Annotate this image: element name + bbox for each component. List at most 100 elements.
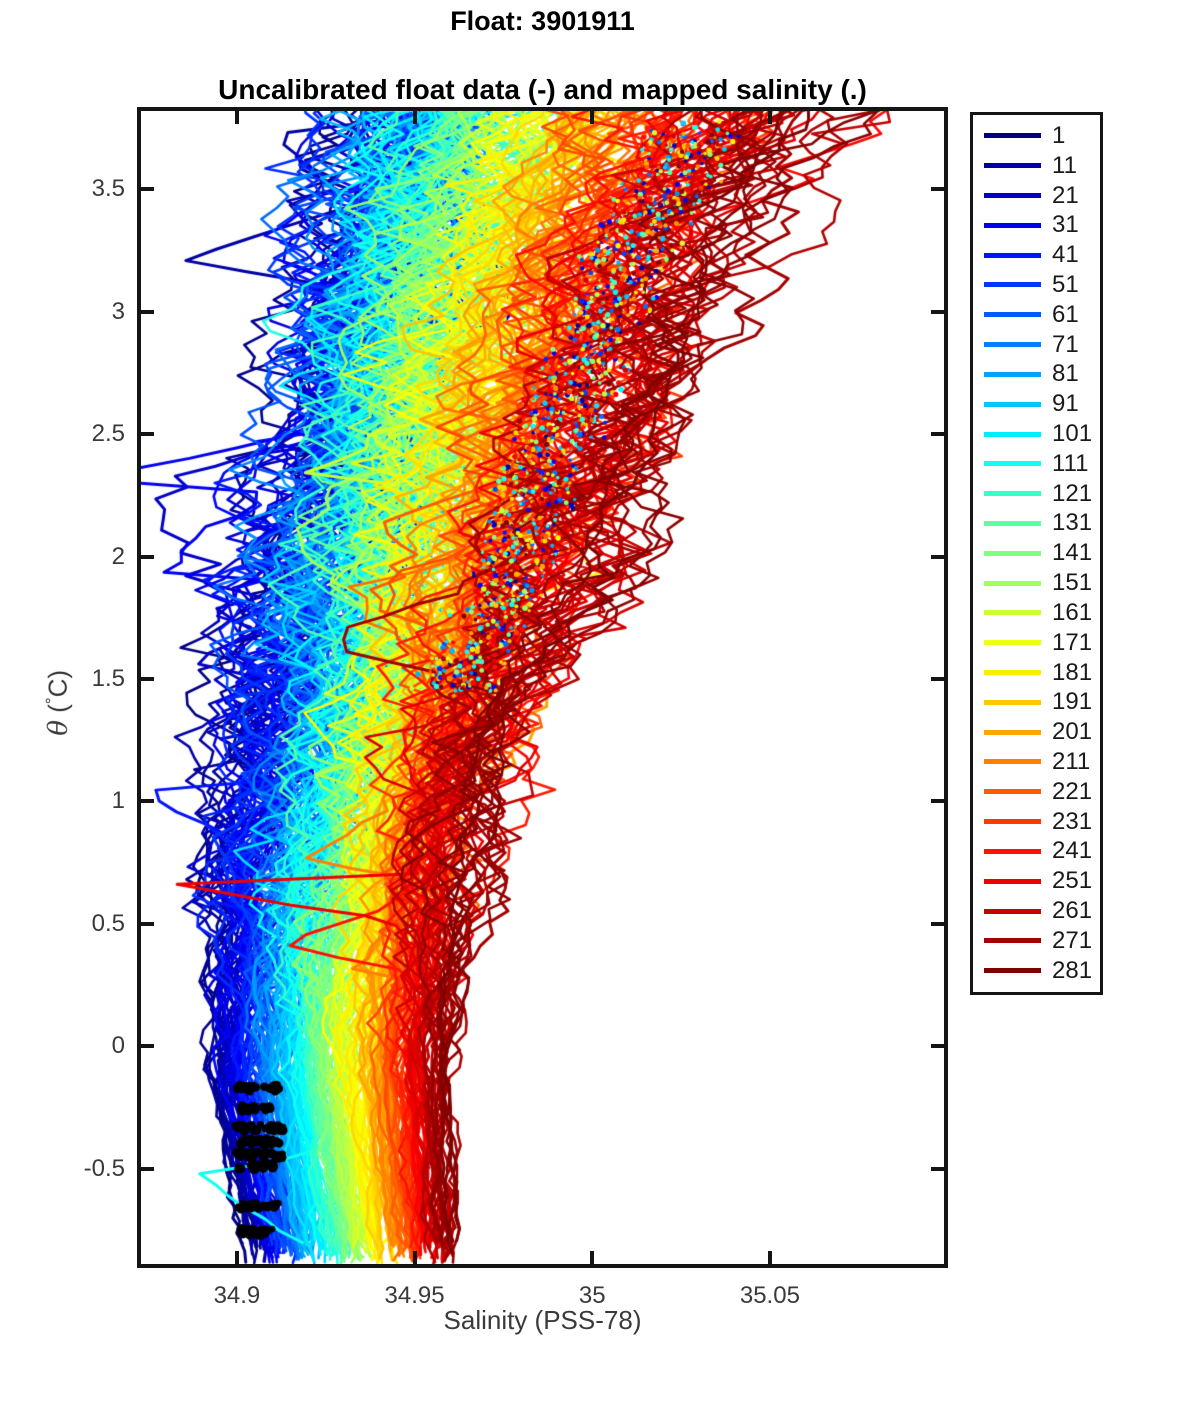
legend-item: 281 (973, 956, 1100, 984)
legend-line-swatch (984, 699, 1041, 705)
tick-mark (767, 111, 772, 124)
plot-title: Uncalibrated float data (-) and mapped s… (218, 74, 867, 105)
tick-mark (931, 187, 944, 192)
legend-label: 201 (1052, 718, 1093, 746)
legend-label: 251 (1052, 867, 1093, 895)
legend-line-swatch (984, 252, 1041, 258)
legend-label: 281 (1052, 956, 1093, 984)
legend-line-swatch (984, 222, 1041, 228)
legend-line-swatch (984, 848, 1041, 854)
legend-line-swatch (984, 312, 1041, 318)
theta-symbol: θ (43, 720, 74, 736)
legend-label: 81 (1052, 360, 1079, 388)
y-tick-label: 3.5 (91, 175, 125, 203)
legend-line-swatch (984, 193, 1041, 199)
legend-label: 31 (1052, 211, 1079, 239)
legend-item: 211 (973, 747, 1100, 775)
y-tick-label: 0 (111, 1032, 125, 1060)
tick-mark (931, 1166, 944, 1171)
tick-mark (931, 1044, 944, 1049)
tick-mark (141, 1166, 154, 1171)
legend-label: 61 (1052, 300, 1079, 328)
x-tick-label: 34.95 (384, 1282, 445, 1309)
legend-label: 261 (1052, 897, 1093, 925)
profiles-canvas (141, 111, 944, 1264)
legend-label: 161 (1052, 598, 1093, 626)
tick-mark (931, 309, 944, 314)
tick-mark (141, 1044, 154, 1049)
legend-line-swatch (984, 491, 1041, 497)
legend-item: 121 (973, 480, 1100, 507)
legend-item: 71 (973, 330, 1100, 358)
x-tick-label: 35.05 (739, 1282, 800, 1309)
y-tick-label: 1.5 (91, 664, 125, 692)
legend-line-swatch (984, 163, 1041, 169)
legend-label: 231 (1052, 807, 1093, 835)
plot-area (137, 107, 948, 1268)
tick-mark (141, 432, 154, 437)
tick-mark (931, 676, 944, 681)
legend-label: 51 (1052, 270, 1079, 298)
tick-mark (931, 554, 944, 559)
legend-item: 11 (973, 151, 1100, 179)
legend-label: 221 (1052, 777, 1093, 805)
y-tick-label: 2.5 (91, 420, 125, 448)
y-tick-label: 2 (111, 542, 125, 570)
legend-line-swatch (984, 461, 1041, 467)
legend-item: 41 (973, 241, 1100, 268)
tick-mark (234, 111, 239, 124)
legend-item: 181 (973, 658, 1100, 686)
figure-title: Float: 3901911 (450, 6, 635, 36)
legend-label: 171 (1052, 628, 1093, 656)
legend-item: 141 (973, 539, 1100, 567)
legend-item: 231 (973, 807, 1100, 835)
legend-item: 131 (973, 509, 1100, 537)
legend-item: 251 (973, 867, 1100, 895)
legend-item: 31 (973, 211, 1100, 239)
legend-label: 151 (1052, 569, 1093, 597)
x-axis-label: Salinity (PSS-78) (443, 1305, 642, 1335)
legend-label: 141 (1052, 539, 1093, 567)
legend-item: 101 (973, 420, 1100, 448)
tick-mark (412, 111, 417, 124)
legend-item: 191 (973, 688, 1100, 715)
legend-line-swatch (984, 610, 1041, 616)
legend-label: 241 (1052, 837, 1093, 865)
legend-line-swatch (984, 729, 1041, 735)
legend-item: 261 (973, 897, 1100, 925)
legend-item: 1 (973, 122, 1100, 149)
legend-line-swatch (984, 938, 1041, 944)
legend-label: 101 (1052, 420, 1093, 448)
legend-label: 181 (1052, 658, 1093, 686)
x-tick-label: 35 (578, 1282, 606, 1309)
y-tick-label: -0.5 (83, 1154, 125, 1182)
legend-item: 81 (973, 360, 1100, 388)
y-tick-label: 0.5 (91, 909, 125, 937)
y-tick-label: 1 (111, 787, 125, 815)
tick-mark (141, 309, 154, 314)
tick-mark (141, 676, 154, 681)
legend-line-swatch (984, 878, 1041, 884)
legend-label: 71 (1052, 330, 1079, 358)
legend-line-swatch (984, 819, 1041, 825)
tick-mark (141, 187, 154, 192)
legend: 1 11 21 31 41 51 61 71 81 91 101 111 121 131 141 151 161… (970, 112, 1103, 995)
legend-line-swatch (984, 401, 1041, 407)
legend-line-swatch (984, 759, 1041, 765)
legend-item: 161 (973, 598, 1100, 626)
legend-label: 11 (1052, 151, 1077, 179)
legend-item: 61 (973, 300, 1100, 328)
tick-mark (931, 432, 944, 437)
legend-line-swatch (984, 670, 1041, 676)
legend-item: 201 (973, 718, 1100, 746)
legend-item: 91 (973, 390, 1100, 418)
legend-label: 91 (1052, 390, 1079, 418)
legend-line-swatch (984, 282, 1041, 288)
legend-label: 211 (1052, 747, 1091, 775)
legend-label: 131 (1052, 509, 1093, 537)
legend-line-swatch (984, 431, 1041, 437)
legend-label: 21 (1052, 181, 1079, 209)
tick-mark (590, 111, 595, 124)
legend-label: 271 (1052, 926, 1093, 954)
